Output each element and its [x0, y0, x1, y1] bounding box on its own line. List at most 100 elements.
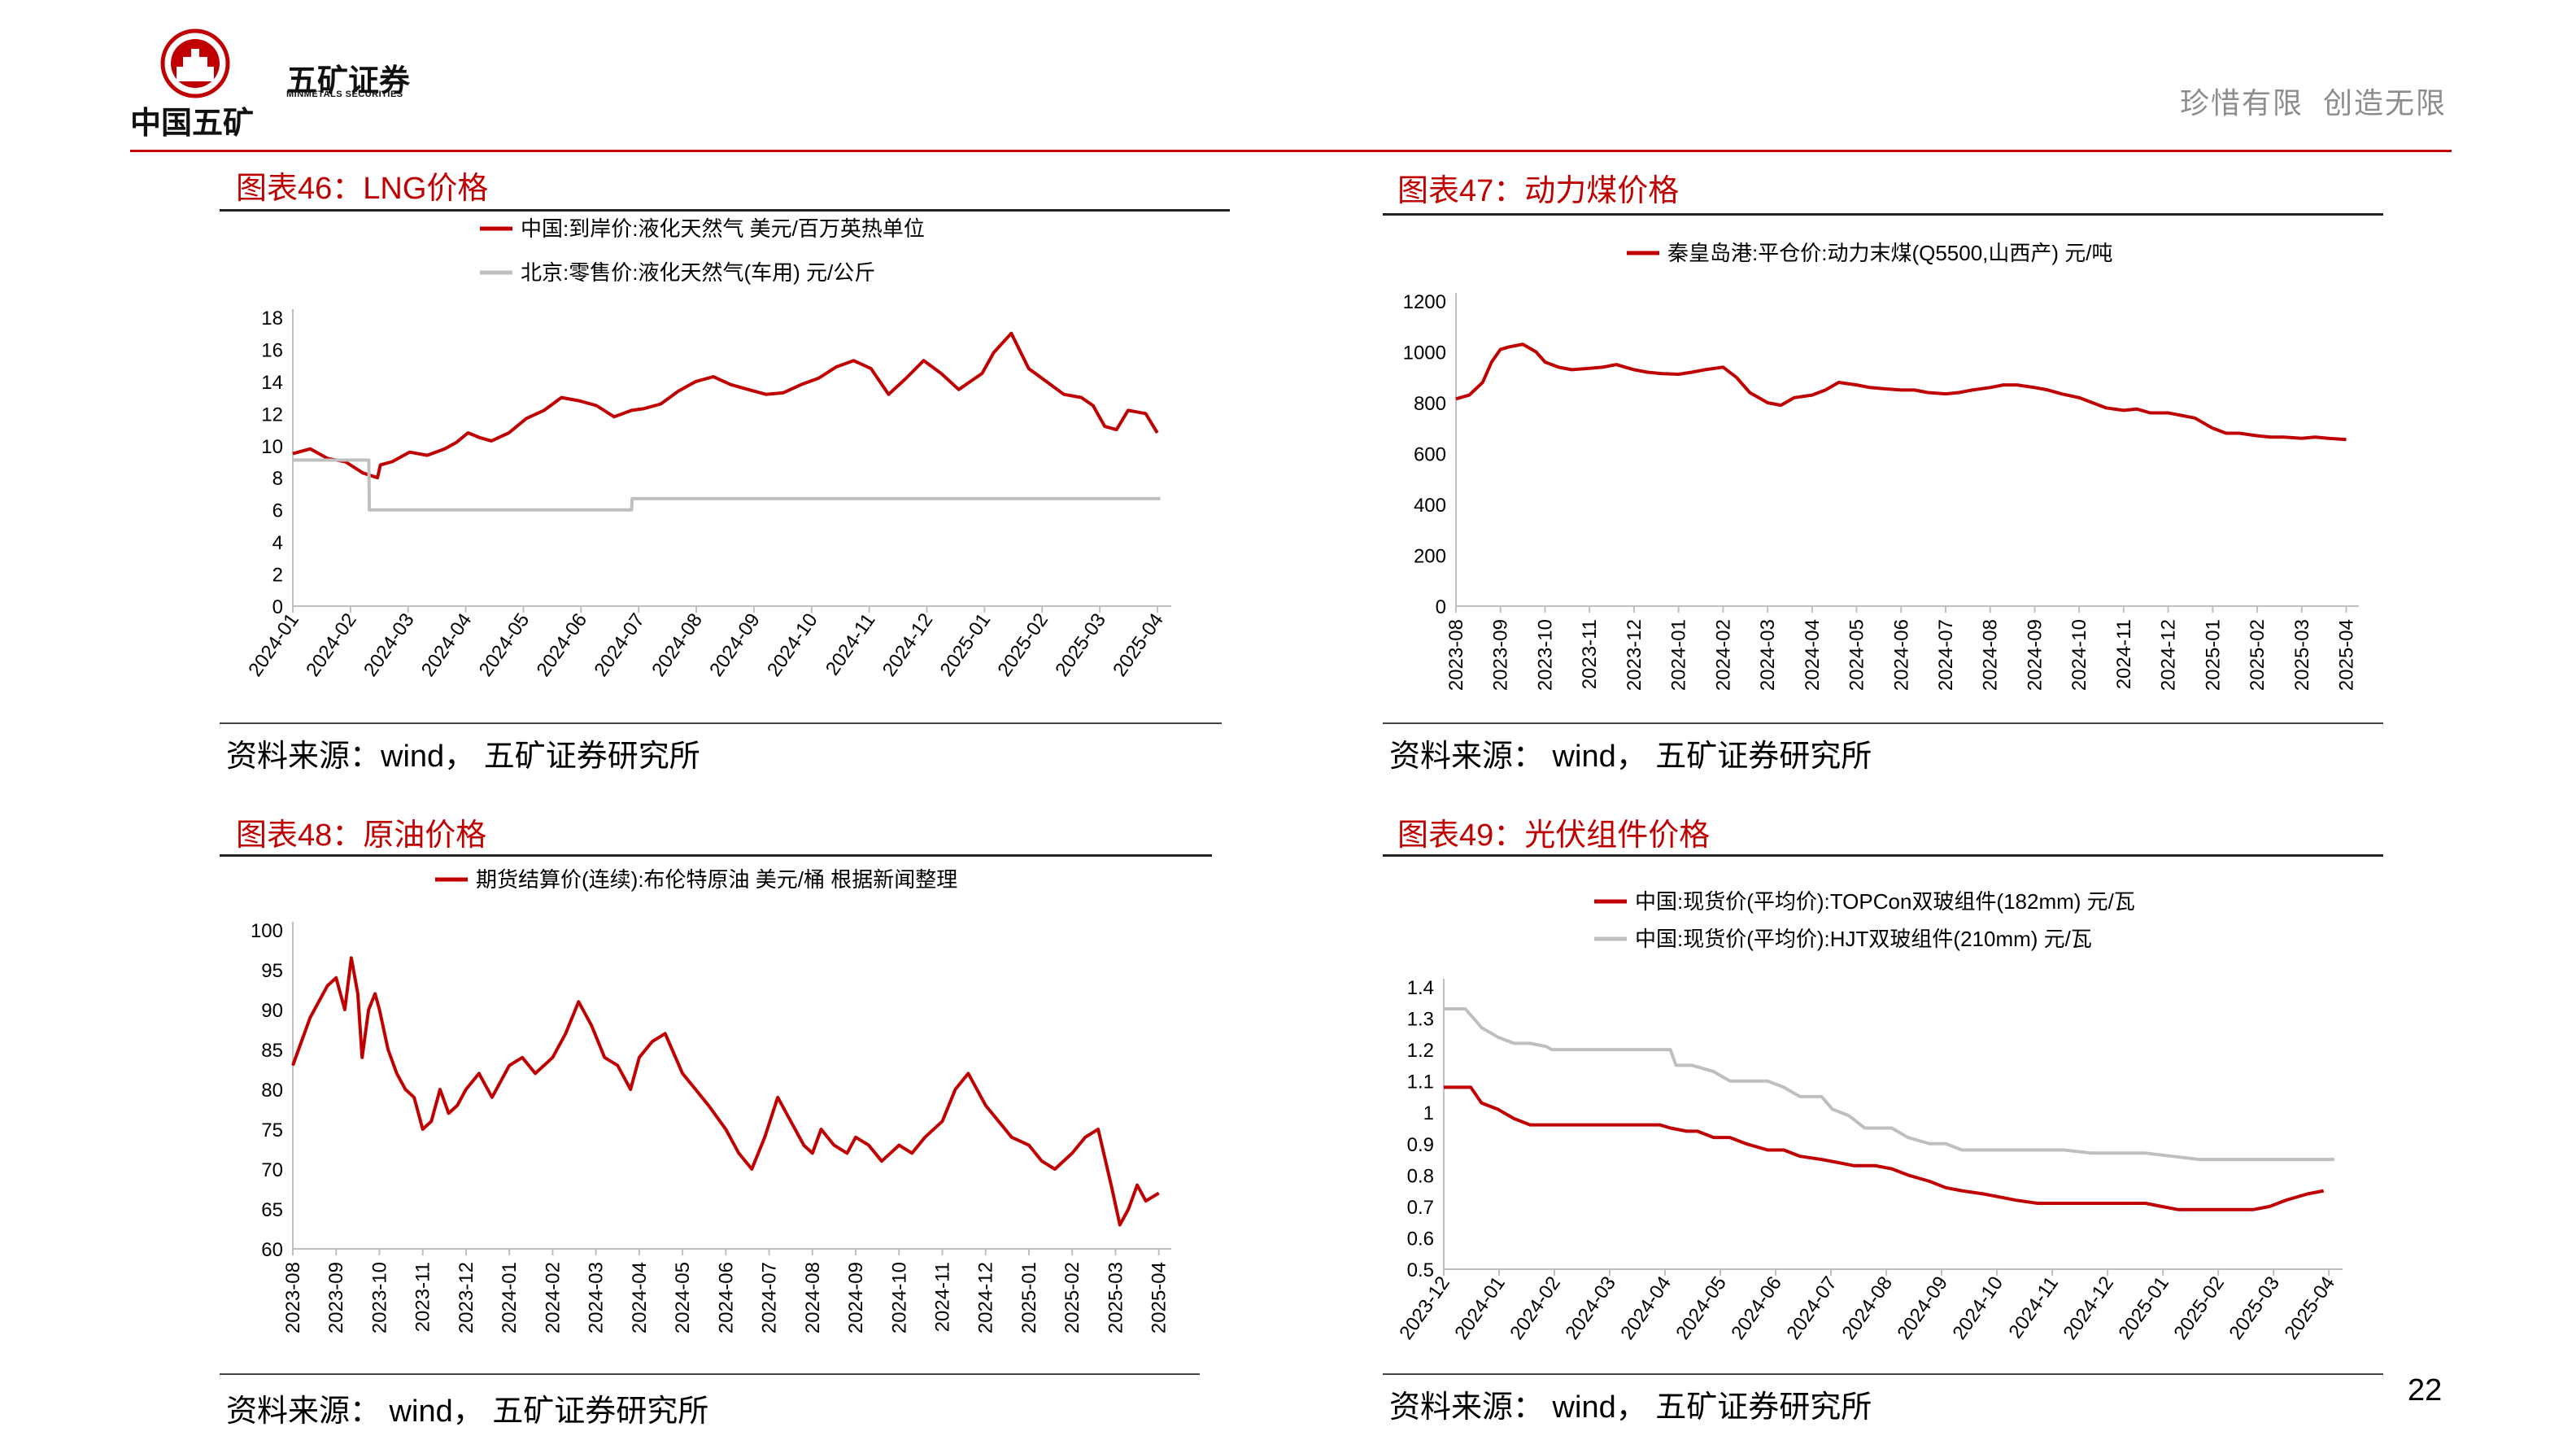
x-tick-label: 2023-10: [1534, 619, 1556, 691]
x-tick-label: 2024-11: [2004, 1272, 2063, 1342]
x-tick-label: 2025-03: [2291, 619, 2313, 691]
x-tick-label: 2025-04: [1149, 1262, 1170, 1333]
x-tick-label: 2024-08: [802, 1262, 824, 1333]
x-tick-label: 2024-01: [499, 1262, 521, 1333]
x-tick-label: 2024-05: [1672, 1272, 1731, 1344]
y-tick-label: 1.2: [1407, 1040, 1434, 1062]
x-tick-label: 2023-09: [1490, 619, 1512, 691]
y-tick-label: 0.9: [1407, 1134, 1434, 1156]
y-tick-label: 1.1: [1407, 1071, 1434, 1093]
y-tick-label: 1200: [1403, 291, 1446, 313]
company-name-en: MINMETALS SECURITIES: [286, 89, 403, 99]
x-tick-label: 2024-01: [1668, 619, 1690, 691]
y-tick-label: 8: [272, 468, 283, 490]
y-tick-label: 18: [261, 308, 283, 330]
y-tick-label: 0: [272, 596, 283, 618]
x-tick-label: 2025-01: [2114, 1272, 2173, 1344]
x-tick-label: 2024-03: [1561, 1272, 1620, 1344]
x-tick-label: 2024-04: [1802, 619, 1824, 691]
source-rule-oil: [220, 1373, 1200, 1375]
x-tick-label: 2025-03: [2225, 1272, 2284, 1344]
group-logo: 中国五矿: [126, 24, 264, 141]
x-tick-label: 2023-12: [1624, 619, 1645, 691]
source-oil: 资料来源： wind， 五矿证券研究所: [226, 1394, 709, 1429]
x-tick-label: 2024-11: [2113, 619, 2135, 689]
y-tick-label: 100: [251, 920, 283, 942]
x-tick-label: 2025-04: [2336, 619, 2358, 691]
y-tick-label: 2: [272, 565, 283, 587]
x-tick-label: 2025-02: [1061, 1262, 1083, 1333]
series-line-0: [291, 956, 1160, 1227]
x-tick-label: 2023-08: [1445, 619, 1467, 691]
y-tick-label: 12: [261, 404, 283, 426]
y-tick-label: 75: [261, 1119, 283, 1141]
x-tick-label: 2024-07: [1782, 1272, 1842, 1344]
x-tick-label: 2024-06: [715, 1262, 737, 1333]
y-tick-label: 16: [261, 339, 283, 361]
x-tick-label: 2024-07: [759, 1262, 781, 1333]
legend-label-0: 秦皇岛港:平仓价:动力末煤(Q5500,山西产) 元/吨: [1667, 241, 2113, 265]
y-tick-label: 1000: [1403, 343, 1446, 364]
company-name: 五矿证券: [286, 64, 411, 98]
x-tick-label: 2024-03: [1757, 619, 1779, 691]
y-tick-label: 200: [1414, 546, 1446, 568]
series-line-0: [292, 331, 1159, 480]
x-tick-label: 2024-06: [1890, 619, 1912, 691]
page-number: 22: [2408, 1373, 2443, 1408]
x-tick-label: 2024-10: [2068, 619, 2090, 691]
panel-title-lng: 图表46：LNG价格: [236, 172, 489, 206]
x-tick-label: 2024-04: [629, 1262, 651, 1333]
x-tick-label: 2024-02: [1506, 1272, 1565, 1344]
title-rule-coal: [1383, 213, 2383, 216]
x-tick-label: 2024-10: [1948, 1272, 2007, 1344]
y-tick-label: 85: [261, 1040, 283, 1062]
y-tick-label: 800: [1414, 393, 1446, 415]
x-tick-label: 2023-12: [1395, 1272, 1454, 1344]
y-tick-label: 1.4: [1407, 977, 1434, 999]
x-tick-label: 2023-08: [282, 1262, 304, 1333]
panel-title-pv: 图表49：光伏组件价格: [1397, 818, 1711, 853]
x-tick-label: 2024-05: [1846, 619, 1868, 691]
y-tick-label: 1: [1423, 1102, 1434, 1124]
x-tick-label: 2025-01: [2202, 619, 2224, 691]
x-tick-label: 2024-04: [1616, 1272, 1676, 1344]
source-coal: 资料来源： wind， 五矿证券研究所: [1389, 740, 1872, 774]
x-tick-label: 2024-08: [1980, 619, 2002, 691]
slogan: 珍惜有限 创造无限: [2180, 86, 2447, 120]
x-tick-label: 2024-08: [1837, 1272, 1897, 1344]
x-tick-label: 2024-06: [1727, 1272, 1786, 1344]
series-line-0: [1455, 343, 2347, 442]
x-tick-label: 2025-03: [1105, 1262, 1127, 1333]
x-tick-label: 2024-11: [932, 1262, 954, 1332]
x-tick-label: 2024-09: [845, 1262, 867, 1333]
series-line-1: [293, 458, 1161, 512]
y-tick-label: 90: [261, 1000, 283, 1022]
source-rule-pv: [1383, 1373, 2383, 1375]
legend-label-0: 期货结算价(连续):布伦特原油 美元/桶 根据新闻整理: [476, 867, 957, 892]
y-tick-label: 1.3: [1407, 1009, 1434, 1031]
x-tick-label: 2024-01: [1450, 1272, 1510, 1344]
source-rule-lng: [220, 722, 1222, 724]
x-tick-label: 2023-12: [455, 1262, 477, 1333]
legend-label-1: 中国:现货价(平均价):HJT双玻组件(210mm) 元/瓦: [1635, 927, 2092, 951]
panel-title-coal: 图表47：动力煤价格: [1397, 174, 1680, 208]
y-tick-label: 6: [272, 500, 283, 522]
y-tick-label: 4: [272, 532, 283, 554]
legend-label-0: 中国:到岸价:液化天然气 美元/百万英热单位: [521, 216, 925, 241]
source-pv: 资料来源： wind， 五矿证券研究所: [1389, 1390, 1872, 1425]
x-tick-label: 2024-02: [542, 1262, 564, 1333]
x-tick-label: 2025-02: [2247, 619, 2269, 691]
title-rule-lng: [220, 209, 1230, 212]
y-tick-label: 600: [1414, 444, 1446, 466]
x-tick-label: 2023-09: [325, 1262, 347, 1333]
y-tick-label: 0.8: [1407, 1165, 1434, 1187]
x-tick-label: 2024-03: [586, 1262, 608, 1333]
y-tick-label: 70: [261, 1159, 283, 1181]
x-tick-label: 2024-05: [672, 1262, 694, 1333]
title-rule-pv: [1383, 854, 2383, 857]
y-tick-label: 0.5: [1407, 1259, 1434, 1281]
